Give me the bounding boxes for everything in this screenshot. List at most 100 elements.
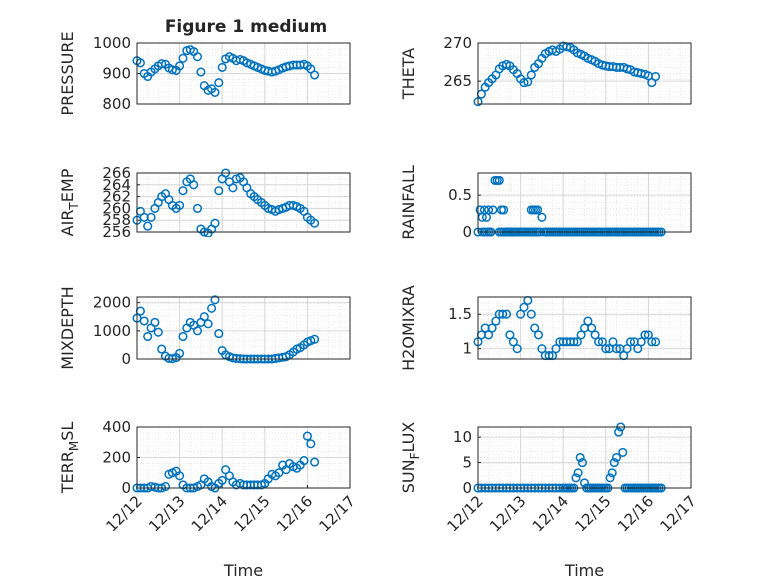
series-markers — [132, 45, 320, 97]
x-tick-label: 12/15 — [571, 492, 614, 535]
data-point — [607, 468, 617, 478]
data-point — [192, 326, 203, 336]
data-point — [306, 439, 316, 449]
ylabel-3: AIRTEMP — [58, 168, 81, 236]
data-point — [498, 309, 508, 319]
y-tick-label: 5 — [462, 454, 472, 472]
data-point — [494, 175, 504, 185]
data-point — [605, 473, 615, 483]
data-point — [622, 344, 632, 354]
x-tick-label: 12/17 — [316, 492, 359, 535]
y-tick-label: 1.5 — [448, 305, 472, 323]
subplot-4: 0 0.5 RAINFALL — [399, 165, 692, 241]
data-point — [555, 337, 565, 347]
data-point — [175, 61, 185, 71]
data-point — [484, 205, 494, 215]
axes-frame — [477, 42, 692, 105]
data-point — [611, 452, 622, 463]
data-point — [636, 337, 646, 347]
data-point — [487, 323, 497, 333]
data-point — [189, 180, 199, 190]
data-point — [139, 316, 149, 326]
ylabel-4: RAINFALL — [399, 165, 418, 240]
data-point — [178, 186, 188, 196]
y-tick-label: 0 — [462, 223, 472, 241]
data-point — [537, 212, 547, 222]
data-point — [516, 309, 526, 319]
axes-frame — [477, 296, 692, 360]
data-point — [611, 344, 622, 354]
plot-area — [478, 173, 691, 232]
axes-frame — [136, 296, 351, 360]
data-point — [608, 337, 618, 347]
x-axis-title: Time — [223, 561, 263, 580]
data-point — [519, 302, 529, 312]
x-tick-label: 12/15 — [230, 492, 273, 535]
ylabel-8: SUNFLUX — [399, 422, 422, 494]
data-point — [146, 212, 156, 222]
data-point — [491, 316, 501, 326]
data-point — [590, 330, 600, 340]
data-point — [175, 200, 185, 210]
y-tick-label: 0 — [121, 479, 131, 497]
data-point — [157, 59, 167, 69]
subplot-8: 0 5 10 12/12 12/13 12/14 12/15 12/16 12/17 Time SU… — [399, 422, 700, 580]
data-point — [217, 475, 227, 485]
data-point — [512, 344, 522, 354]
data-point — [573, 468, 583, 478]
data-point — [594, 337, 604, 347]
data-point — [214, 78, 224, 88]
data-point — [214, 329, 224, 339]
data-point — [651, 71, 661, 82]
y-tick-label: 800 — [102, 95, 131, 113]
data-point — [167, 65, 177, 75]
y-tick-label: 266 — [102, 164, 131, 182]
x-tick-label: 12/16 — [614, 492, 657, 535]
axes-frame — [477, 426, 692, 489]
series-markers — [132, 431, 320, 493]
y-tick-label: 256 — [102, 223, 131, 241]
data-point — [587, 323, 597, 333]
data-point — [647, 337, 657, 347]
y-tick-label: 258 — [102, 211, 131, 229]
axes-frame — [136, 172, 351, 233]
data-point — [633, 344, 643, 354]
data-point — [160, 481, 171, 492]
data-point — [643, 330, 653, 340]
y-tick-label: 270 — [443, 34, 472, 52]
data-point — [505, 330, 515, 340]
subplot-1: 800 900 1000 PRESSURE — [58, 31, 351, 116]
data-point — [192, 203, 203, 213]
y-tick-label: 0.5 — [448, 186, 472, 204]
y-tick-label: 400 — [102, 418, 131, 436]
data-point — [178, 53, 188, 63]
data-point — [143, 331, 153, 342]
subplot-2: 265 270 THETA — [399, 34, 692, 107]
y-tick-label: 900 — [102, 65, 131, 83]
series-markers — [473, 41, 661, 107]
x-tick-label: 12/12 — [444, 492, 487, 535]
data-point — [178, 331, 188, 342]
data-point — [310, 70, 320, 80]
data-point — [609, 458, 619, 468]
data-point — [575, 452, 585, 463]
data-point — [530, 323, 540, 333]
y-tick-label: 262 — [102, 188, 131, 206]
series-markers — [132, 168, 320, 237]
data-point — [625, 337, 636, 347]
data-point — [299, 456, 309, 466]
data-point — [217, 62, 227, 72]
data-point — [153, 327, 163, 337]
x-tick-label: 12/12 — [103, 492, 146, 535]
data-point — [143, 221, 153, 231]
data-point — [175, 471, 185, 481]
y-tick-label: 0 — [121, 350, 131, 368]
data-point — [537, 344, 547, 354]
data-point — [199, 312, 209, 322]
data-point — [533, 205, 543, 215]
data-point — [508, 337, 518, 347]
y-tick-label: 2000 — [93, 294, 131, 312]
data-point — [488, 205, 498, 215]
x-tick-label: 12/16 — [273, 492, 316, 535]
